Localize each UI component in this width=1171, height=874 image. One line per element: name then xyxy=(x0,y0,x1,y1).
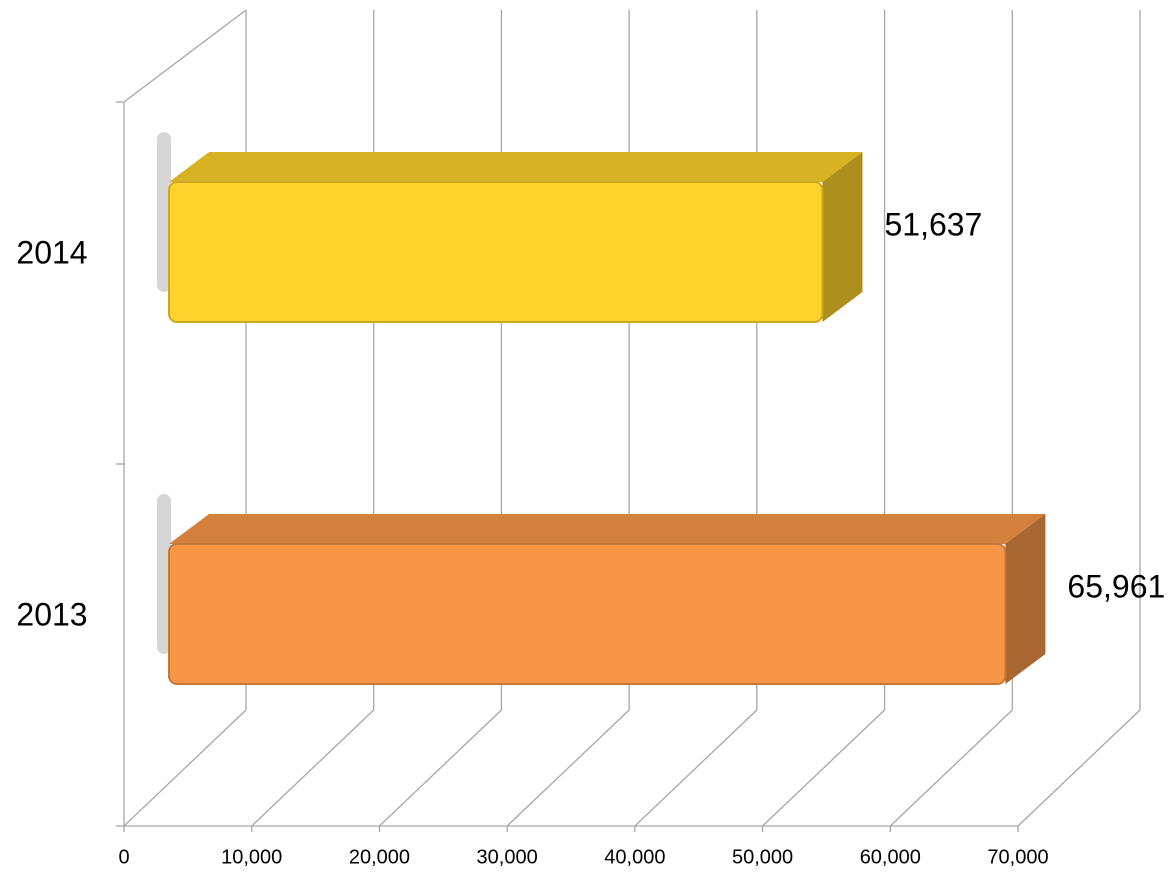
walls xyxy=(116,9,1018,827)
x-tick-label: 40,000 xyxy=(604,846,665,868)
left-wall-top xyxy=(123,9,247,103)
grid-line xyxy=(378,709,502,827)
grid-line xyxy=(634,709,758,827)
grid-line xyxy=(1017,709,1141,827)
x-tick-label: 30,000 xyxy=(477,846,538,868)
x-tick-label: 50,000 xyxy=(732,846,793,868)
bar-side xyxy=(1005,514,1046,684)
x-tick-label: 20,000 xyxy=(349,846,410,868)
grid-line xyxy=(251,709,375,827)
grid-line xyxy=(889,709,1013,827)
value-label: 51,637 xyxy=(884,206,982,242)
x-tick-label: 70,000 xyxy=(987,846,1048,868)
bar xyxy=(168,181,824,323)
category-label: 2014 xyxy=(16,234,87,270)
x-tick-label: 10,000 xyxy=(221,846,282,868)
x-tick-label: 0 xyxy=(118,846,129,868)
bar-shadow xyxy=(157,132,171,292)
category-label: 2013 xyxy=(16,596,87,632)
grid-line xyxy=(123,709,247,827)
bar-side xyxy=(822,152,863,322)
bar-top xyxy=(169,514,1046,544)
bar-shadow xyxy=(157,494,171,654)
grid-line xyxy=(506,709,630,827)
value-label: 65,961 xyxy=(1067,568,1165,604)
bar-top xyxy=(169,152,863,182)
x-tick-label: 60,000 xyxy=(860,846,921,868)
bar xyxy=(168,543,1007,685)
grid-line xyxy=(762,709,886,827)
